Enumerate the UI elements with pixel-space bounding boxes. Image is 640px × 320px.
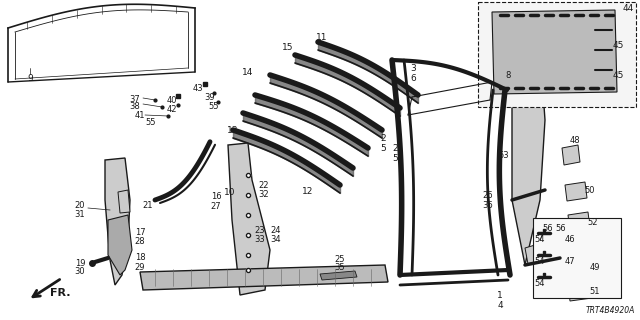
Text: 39: 39 (205, 92, 215, 101)
Text: 48: 48 (570, 135, 580, 145)
Polygon shape (565, 182, 587, 201)
Text: 1: 1 (497, 291, 503, 300)
Polygon shape (568, 212, 590, 231)
Text: 17: 17 (134, 228, 145, 236)
Text: 40: 40 (167, 95, 177, 105)
Text: 21: 21 (143, 201, 153, 210)
Text: 53: 53 (499, 150, 509, 159)
Polygon shape (548, 232, 563, 242)
Text: 38: 38 (130, 101, 140, 110)
Text: 31: 31 (75, 210, 85, 219)
Text: 26: 26 (483, 190, 493, 199)
Text: 27: 27 (211, 202, 221, 211)
Text: 3: 3 (410, 63, 416, 73)
Text: 19: 19 (75, 259, 85, 268)
Text: 30: 30 (75, 268, 85, 276)
Polygon shape (108, 215, 132, 275)
Polygon shape (525, 242, 548, 264)
Polygon shape (512, 50, 545, 265)
Text: 55: 55 (209, 101, 220, 110)
Polygon shape (568, 259, 592, 278)
Polygon shape (558, 232, 573, 242)
Text: 51: 51 (589, 287, 600, 297)
Text: 15: 15 (282, 43, 294, 52)
Bar (478, 2, 636, 107)
Text: 54: 54 (535, 257, 545, 266)
Text: 13: 13 (227, 125, 239, 134)
Text: 33: 33 (255, 235, 266, 244)
Text: 8: 8 (506, 70, 511, 79)
Text: 37: 37 (130, 94, 140, 103)
Polygon shape (105, 158, 130, 285)
Text: 12: 12 (302, 187, 314, 196)
Text: 35: 35 (335, 263, 346, 273)
Text: 24: 24 (271, 226, 281, 235)
Text: 14: 14 (243, 68, 253, 76)
Text: 54: 54 (535, 278, 545, 287)
Text: 34: 34 (271, 235, 282, 244)
Bar (533, 218, 621, 298)
Text: 2: 2 (380, 133, 386, 142)
Text: 49: 49 (589, 263, 600, 273)
Polygon shape (118, 190, 130, 213)
Text: FR.: FR. (50, 288, 70, 298)
Text: 5: 5 (380, 143, 386, 153)
Text: 22: 22 (259, 180, 269, 189)
Text: 20: 20 (75, 201, 85, 210)
Text: 7: 7 (538, 234, 543, 243)
Text: 29: 29 (135, 262, 145, 271)
Text: 56: 56 (556, 223, 566, 233)
Text: 6: 6 (410, 74, 416, 83)
Text: 32: 32 (259, 189, 269, 198)
Text: 5: 5 (392, 154, 398, 163)
Polygon shape (562, 145, 580, 165)
Text: 41: 41 (135, 110, 145, 119)
Text: 42: 42 (167, 105, 177, 114)
Polygon shape (140, 265, 388, 290)
Text: 23: 23 (255, 226, 266, 235)
Text: 2: 2 (392, 143, 398, 153)
Text: 46: 46 (564, 235, 575, 244)
Polygon shape (568, 282, 592, 301)
Text: 28: 28 (134, 236, 145, 245)
Text: 10: 10 (224, 188, 236, 196)
Polygon shape (320, 271, 357, 280)
Text: 44: 44 (622, 4, 634, 12)
Text: 11: 11 (316, 33, 328, 42)
Text: 25: 25 (335, 254, 345, 263)
Text: 4: 4 (497, 300, 503, 309)
Text: 16: 16 (211, 191, 221, 201)
Text: 54: 54 (535, 235, 545, 244)
Text: 9: 9 (27, 74, 33, 83)
Polygon shape (228, 143, 270, 295)
Text: 45: 45 (612, 70, 624, 79)
Text: 43: 43 (193, 84, 204, 92)
Text: 56: 56 (543, 223, 554, 233)
Text: 50: 50 (585, 186, 595, 195)
Text: 47: 47 (564, 257, 575, 266)
Text: 18: 18 (134, 253, 145, 262)
Text: 52: 52 (588, 218, 598, 227)
Text: 36: 36 (483, 201, 493, 210)
Text: TRT4B4920A: TRT4B4920A (586, 306, 635, 315)
Polygon shape (492, 10, 617, 94)
Text: 45: 45 (612, 41, 624, 50)
Text: 55: 55 (146, 117, 156, 126)
